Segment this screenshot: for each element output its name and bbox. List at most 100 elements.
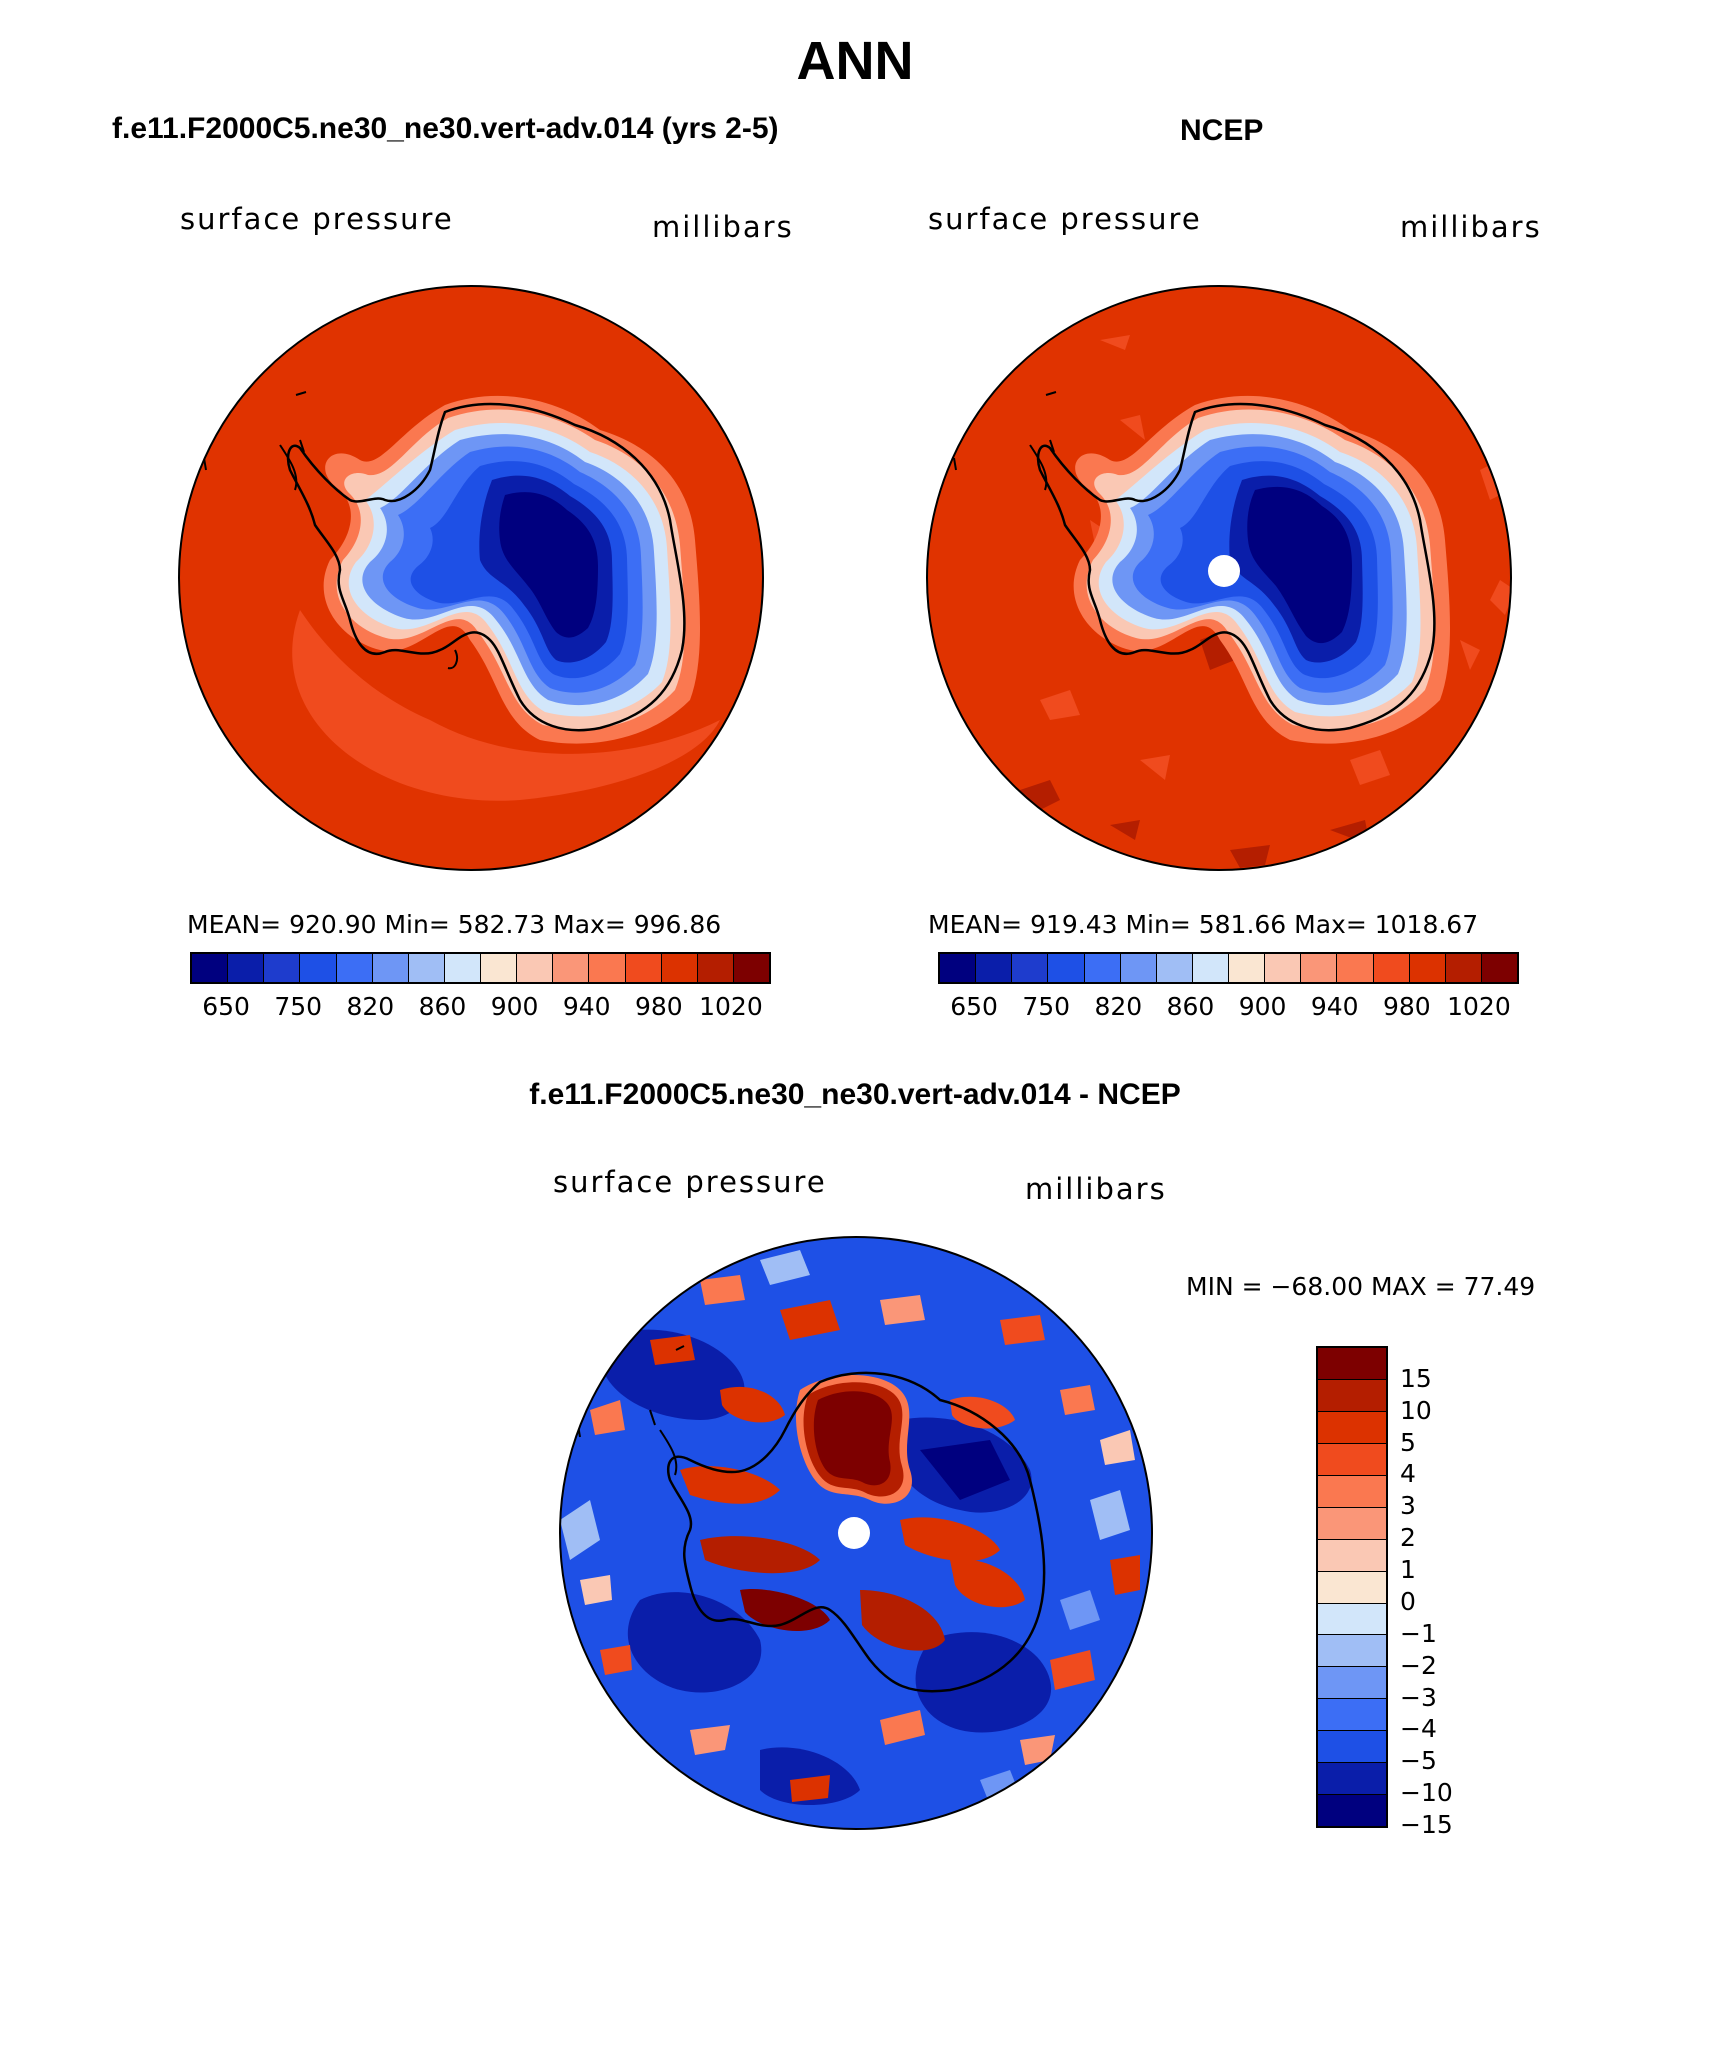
colorbar-box bbox=[1318, 1443, 1386, 1476]
colorbar-box bbox=[481, 954, 518, 982]
obs-map-border bbox=[926, 285, 1512, 871]
colorbar-tick-label: 1020 bbox=[699, 992, 763, 1021]
colorbar-tick-label: 2 bbox=[1400, 1523, 1416, 1553]
colorbar-box bbox=[1373, 954, 1410, 982]
colorbar-box bbox=[1409, 954, 1446, 982]
colorbar-tick-label: 10 bbox=[1400, 1395, 1432, 1425]
colorbar-box bbox=[697, 954, 734, 982]
colorbar-tick-label: 1 bbox=[1400, 1555, 1416, 1585]
colorbar-box bbox=[444, 954, 481, 982]
colorbar-box bbox=[300, 954, 337, 982]
colorbar-box bbox=[940, 954, 977, 982]
colorbar-tick-label: 750 bbox=[1022, 992, 1071, 1021]
obs-variable-label: surface pressure bbox=[928, 202, 1202, 236]
colorbar-tick-label: 940 bbox=[1310, 992, 1359, 1021]
colorbar-box bbox=[1445, 954, 1482, 982]
colorbar-tick-label: 3 bbox=[1400, 1491, 1416, 1521]
model-colorbar bbox=[190, 952, 771, 984]
colorbar-box bbox=[1481, 954, 1517, 982]
colorbar-box bbox=[1012, 954, 1049, 982]
colorbar-tick-label: −15 bbox=[1400, 1810, 1453, 1839]
colorbar-tick-label: 980 bbox=[634, 992, 683, 1021]
colorbar-tick-label: 940 bbox=[562, 992, 611, 1021]
colorbar-tick-label: 860 bbox=[1166, 992, 1215, 1021]
colorbar-box bbox=[517, 954, 554, 982]
colorbar-box bbox=[1318, 1571, 1386, 1604]
colorbar-box bbox=[1120, 954, 1157, 982]
model-units-label: millibars bbox=[652, 210, 794, 244]
colorbar-tick-label: 15 bbox=[1400, 1363, 1432, 1393]
colorbar-box bbox=[264, 954, 301, 982]
colorbar-box bbox=[228, 954, 265, 982]
colorbar-tick-label: 650 bbox=[202, 992, 250, 1021]
model-colorbar-labels: 650 750 820 860 900 940 980 1020 bbox=[190, 992, 767, 1024]
diff-variable-label: surface pressure bbox=[553, 1165, 827, 1199]
colorbar-tick-label: −2 bbox=[1400, 1650, 1437, 1680]
obs-colorbar bbox=[938, 952, 1519, 984]
colorbar-box bbox=[1318, 1411, 1386, 1444]
colorbar-box bbox=[625, 954, 662, 982]
colorbar-tick-label: 1020 bbox=[1447, 992, 1511, 1021]
colorbar-box bbox=[1318, 1475, 1386, 1508]
main-title: ANN bbox=[796, 31, 914, 91]
colorbar-box bbox=[661, 954, 698, 982]
diff-map-border bbox=[559, 1236, 1153, 1830]
diff-pole-hole bbox=[838, 1517, 870, 1549]
colorbar-box bbox=[589, 954, 626, 982]
colorbar-tick-label: 900 bbox=[490, 992, 539, 1021]
diff-panel-title: f.e11.F2000C5.ne30_ne30.vert-adv.014 - N… bbox=[529, 1078, 1181, 1111]
model-map bbox=[179, 286, 763, 870]
colorbar-tick-label: 860 bbox=[418, 992, 467, 1021]
obs-colorbar-labels: 650 750 820 860 900 940 980 1020 bbox=[938, 992, 1515, 1024]
diff-map bbox=[560, 1237, 1152, 1829]
colorbar-box bbox=[1318, 1667, 1386, 1700]
colorbar-tick-label: 820 bbox=[1094, 992, 1143, 1021]
colorbar-box bbox=[192, 954, 229, 982]
obs-units-label: millibars bbox=[1400, 210, 1542, 244]
colorbar-tick-label: −3 bbox=[1400, 1682, 1437, 1712]
colorbar-box bbox=[1318, 1379, 1386, 1412]
obs-pole-hole bbox=[1208, 555, 1240, 587]
colorbar-tick-label: −1 bbox=[1400, 1618, 1437, 1648]
model-panel-title: f.e11.F2000C5.ne30_ne30.vert-adv.014 (yr… bbox=[112, 112, 779, 145]
colorbar-box bbox=[1318, 1348, 1386, 1380]
obs-stats: MEAN= 919.43 Min= 581.66 Max= 1018.67 bbox=[928, 910, 1479, 939]
obs-map bbox=[927, 286, 1511, 870]
diff-units-label: millibars bbox=[1025, 1172, 1167, 1206]
colorbar-box bbox=[1318, 1603, 1386, 1636]
colorbar-box bbox=[1265, 954, 1302, 982]
colorbar-box bbox=[336, 954, 373, 982]
colorbar-box bbox=[1318, 1539, 1386, 1572]
colorbar-box bbox=[553, 954, 590, 982]
colorbar-tick-label: 980 bbox=[1382, 992, 1431, 1021]
colorbar-tick-label: 820 bbox=[346, 992, 395, 1021]
colorbar-tick-label: 750 bbox=[274, 992, 323, 1021]
colorbar-box bbox=[1156, 954, 1193, 982]
colorbar-box bbox=[1318, 1795, 1386, 1827]
obs-panel-title: NCEP bbox=[1180, 114, 1264, 147]
colorbar-box bbox=[733, 954, 769, 982]
colorbar-box bbox=[1318, 1763, 1386, 1796]
colorbar-tick-label: 4 bbox=[1400, 1459, 1416, 1489]
colorbar-tick-label: 900 bbox=[1238, 992, 1287, 1021]
colorbar-box bbox=[1318, 1507, 1386, 1540]
colorbar-box bbox=[976, 954, 1013, 982]
colorbar-tick-label: −5 bbox=[1400, 1746, 1437, 1776]
colorbar-tick-label: 0 bbox=[1400, 1586, 1416, 1616]
diff-minmax: MIN = −68.00 MAX = 77.49 bbox=[1186, 1272, 1536, 1301]
model-stats: MEAN= 920.90 Min= 582.73 Max= 996.86 bbox=[187, 910, 722, 939]
colorbar-box bbox=[1318, 1731, 1386, 1764]
colorbar-tick-label: −10 bbox=[1400, 1778, 1453, 1808]
colorbar-box bbox=[1337, 954, 1374, 982]
model-map-border bbox=[178, 285, 764, 871]
colorbar-tick-label: 5 bbox=[1400, 1427, 1416, 1457]
colorbar-box bbox=[1229, 954, 1266, 982]
diff-colorbar-labels: 15 10 5 4 3 2 1 0 −1 −2 −3 −4 −5 −10 −15 bbox=[1400, 1346, 1520, 1839]
colorbar-box bbox=[1048, 954, 1085, 982]
diff-colorbar bbox=[1316, 1346, 1388, 1828]
colorbar-box bbox=[372, 954, 409, 982]
colorbar-box bbox=[1084, 954, 1121, 982]
colorbar-box bbox=[1318, 1635, 1386, 1668]
colorbar-tick-label: 650 bbox=[950, 992, 998, 1021]
